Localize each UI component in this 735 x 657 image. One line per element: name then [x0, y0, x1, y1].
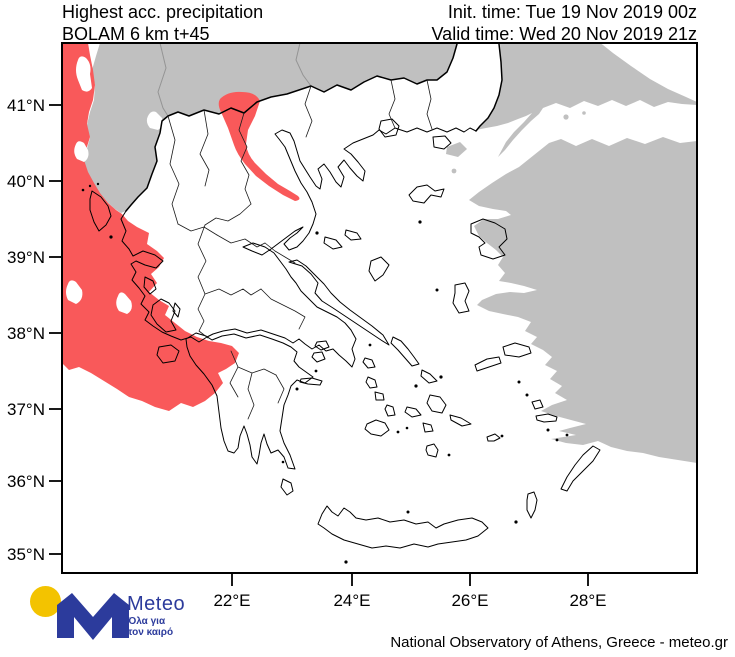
- island-kea: [362, 357, 376, 369]
- island-samothraki: [432, 135, 452, 150]
- precip-gap-lefkada: [116, 292, 132, 314]
- island-karpathos: [526, 491, 538, 519]
- island-lesbos: [470, 218, 508, 260]
- peloponnese-coastline: [185, 332, 314, 470]
- island-ikaria: [474, 356, 502, 372]
- lon-label-26e: 26°E: [451, 591, 488, 610]
- island-kefalonia: [150, 298, 177, 333]
- tagline-line2: τον καιρό: [128, 627, 174, 638]
- island-kalymnos: [531, 399, 544, 410]
- island-corfu: [89, 190, 112, 232]
- meteo-logo-tagline: Όλα για τον καιρό: [128, 616, 173, 638]
- island-amorgos: [449, 414, 472, 427]
- lat-label-39n: 39°N: [7, 248, 45, 267]
- product-title: Highest acc. precipitation: [62, 2, 264, 22]
- island-aegina: [311, 351, 326, 363]
- latitude-ticks: 41°N 40°N 39°N 38°N 37°N 36°N 35°N: [7, 96, 62, 564]
- island-astypalea: [486, 433, 501, 442]
- island-lefkada: [143, 276, 157, 295]
- valid-time: Valid time: Wed 20 Nov 2019 21z: [431, 24, 697, 44]
- island-milos: [364, 419, 390, 437]
- prespa-lakes: [146, 111, 163, 130]
- island-kythnos: [365, 376, 378, 389]
- island-ios: [422, 422, 434, 433]
- lat-label-37n: 37°N: [7, 400, 45, 419]
- greece-turkey-border-evros: [475, 43, 503, 132]
- meteo-logo-text: Meteo: [127, 593, 186, 615]
- mainland-coastline: [120, 127, 477, 368]
- islet-marmara-2: [582, 111, 586, 115]
- land-turkish-thrace: [476, 43, 697, 157]
- precip-gap-adriatic: [76, 56, 92, 92]
- foreign-land: [83, 42, 697, 463]
- islet-dots: [81, 182, 569, 564]
- lat-label-40n: 40°N: [7, 172, 45, 191]
- land-albania-nmacedonia-bulgaria: [83, 43, 457, 213]
- border-albania-nmacedonia: [157, 42, 169, 117]
- lon-label-28e: 28°E: [569, 591, 606, 610]
- longitude-ticks: 22°E 24°E 26°E 28°E: [213, 573, 607, 610]
- island-kos: [535, 413, 558, 423]
- crete-coastline: [317, 505, 489, 549]
- island-marmara: [563, 114, 569, 120]
- internal-boundaries: [167, 79, 433, 420]
- euboea-coastline: [288, 259, 390, 346]
- lat-label-36n: 36°N: [7, 472, 45, 491]
- island-zakynthos: [156, 344, 180, 364]
- island-naxos: [426, 394, 447, 414]
- precip-gap-corfu-strait: [66, 280, 83, 304]
- island-samos: [502, 342, 532, 358]
- island-paros: [404, 406, 422, 418]
- island-skopelos: [323, 236, 343, 250]
- island-alonissos: [344, 229, 362, 241]
- island-hydra: [299, 377, 323, 386]
- land-anatolia: [469, 137, 697, 463]
- precip-gap-coast: [74, 141, 89, 162]
- island-salamis: [314, 340, 330, 351]
- init-time: Init. time: Tue 19 Nov 2019 00z: [447, 2, 697, 22]
- meteo-logo-sun-icon: [30, 586, 61, 617]
- island-thasos: [378, 118, 400, 138]
- meteo-logo-m-icon: [57, 593, 129, 640]
- precipitation-areas: [62, 43, 300, 411]
- lon-label-22e: 22°E: [213, 591, 250, 610]
- lat-label-38n: 38°N: [7, 324, 45, 343]
- island-tenedos: [451, 168, 457, 174]
- island-serifos: [374, 391, 385, 401]
- greece-north-border: [125, 43, 458, 212]
- island-limnos: [408, 184, 445, 204]
- lat-label-41n: 41°N: [7, 96, 45, 115]
- precipitation-area-north: [218, 91, 300, 201]
- lon-label-24e: 24°E: [333, 591, 370, 610]
- tagline-line1: Όλα για: [128, 616, 166, 627]
- island-santorini: [425, 443, 439, 458]
- map-frame: [61, 42, 698, 574]
- island-sifnos: [384, 404, 396, 417]
- border-nmacedonia-bulgaria: [295, 42, 312, 87]
- lat-label-35n: 35°N: [7, 545, 45, 564]
- island-chios: [452, 282, 470, 314]
- island-kythira: [280, 478, 294, 496]
- island-tinos: [420, 369, 438, 384]
- island-imbros: [446, 142, 467, 157]
- island-rhodes: [560, 445, 601, 492]
- precipitation-area-west: [62, 43, 239, 411]
- island-andros: [390, 336, 420, 367]
- model-title: BOLAM 6 km t+45: [62, 24, 210, 44]
- island-skyros: [368, 256, 390, 282]
- island-ithaki: [172, 302, 181, 318]
- attribution-text: National Observatory of Athens, Greece -…: [390, 634, 728, 651]
- coastlines: [89, 43, 601, 549]
